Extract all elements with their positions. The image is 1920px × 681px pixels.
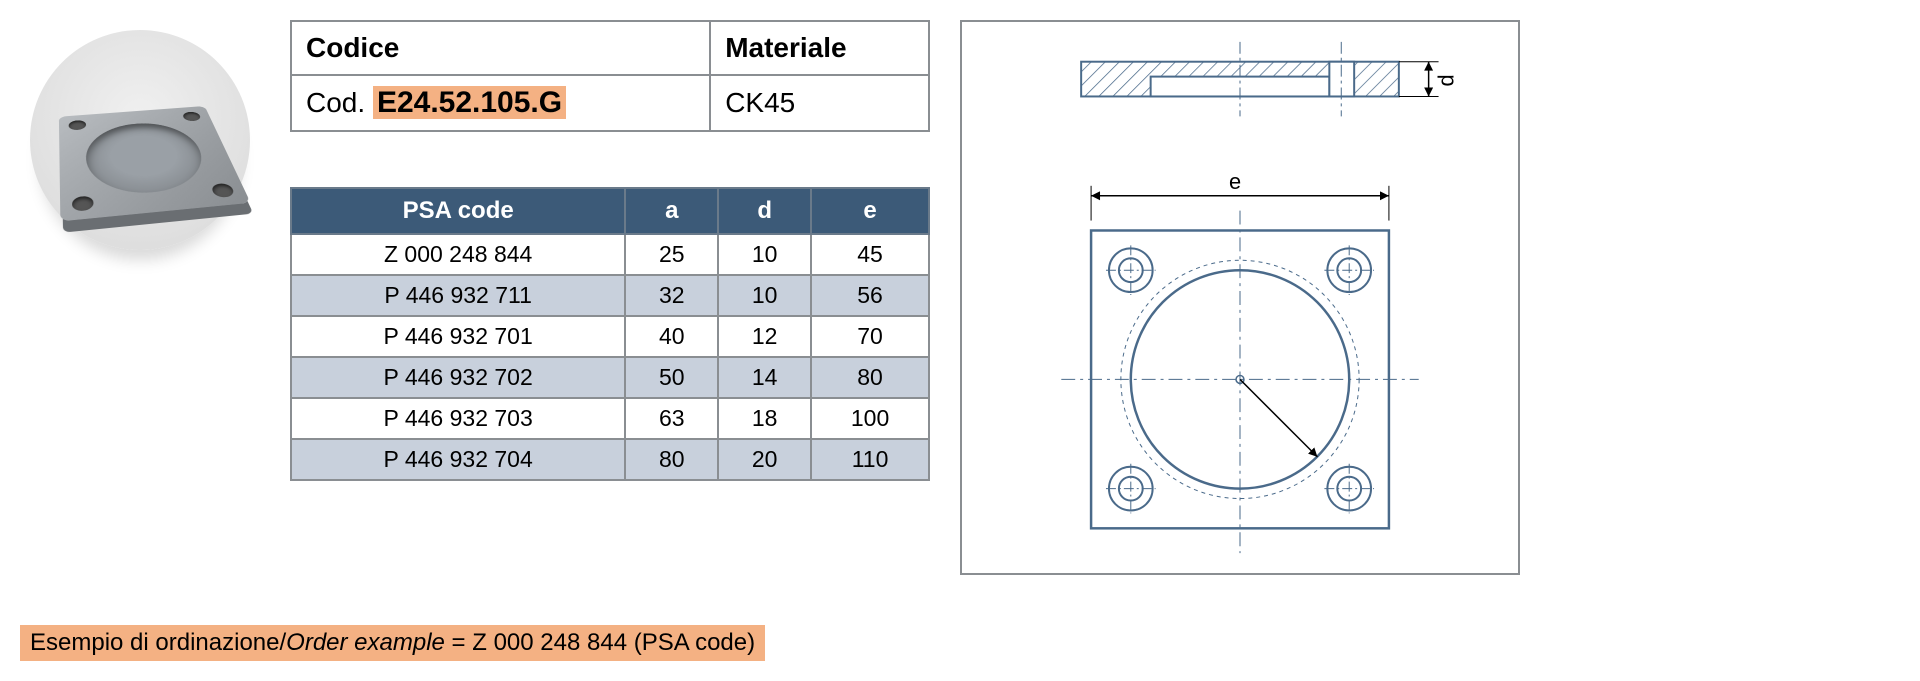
dim-label-d: d: [1433, 74, 1458, 86]
table-cell: 80: [811, 357, 929, 398]
table-cell: P 446 932 704: [291, 439, 625, 480]
code-cell: Cod. E24.52.105.G: [291, 75, 710, 131]
footer-it: Esempio di ordinazione/: [30, 629, 286, 656]
table-cell: 110: [811, 439, 929, 480]
table-cell: 100: [811, 398, 929, 439]
footer-en: Order example: [286, 629, 445, 656]
table-cell: 56: [811, 275, 929, 316]
code-material-table: Codice Materiale Cod. E24.52.105.G CK45: [290, 20, 930, 132]
col-d: d: [718, 188, 811, 234]
code-prefix: Cod.: [306, 87, 365, 118]
header-materiale: Materiale: [710, 21, 929, 75]
table-row: Z 000 248 844251045: [291, 234, 929, 275]
col-psa: PSA code: [291, 188, 625, 234]
table-cell: 10: [718, 234, 811, 275]
table-row: P 446 932 711321056: [291, 275, 929, 316]
dimensions-table: PSA code a d e Z 000 248 844251045P 446 …: [290, 187, 930, 481]
dim-label-e: e: [1229, 169, 1241, 194]
plan-view: [1061, 211, 1418, 554]
product-plate: [59, 106, 234, 182]
table-cell: 10: [718, 275, 811, 316]
table-cell: 18: [718, 398, 811, 439]
table-cell: Z 000 248 844: [291, 234, 625, 275]
table-cell: P 446 932 711: [291, 275, 625, 316]
table-row: P 446 932 701401270: [291, 316, 929, 357]
table-cell: 32: [625, 275, 718, 316]
table-cell: 63: [625, 398, 718, 439]
table-cell: P 446 932 703: [291, 398, 625, 439]
technical-drawing: d e: [960, 20, 1520, 575]
col-e: e: [811, 188, 929, 234]
table-cell: 80: [625, 439, 718, 480]
product-image-region: [20, 20, 260, 250]
table-cell: 25: [625, 234, 718, 275]
material-cell: CK45: [710, 75, 929, 131]
table-cell: 45: [811, 234, 929, 275]
table-cell: 40: [625, 316, 718, 357]
table-cell: 70: [811, 316, 929, 357]
table-row: P 446 932 7048020110: [291, 439, 929, 480]
table-cell: 20: [718, 439, 811, 480]
table-header-row: PSA code a d e: [291, 188, 929, 234]
table-cell: P 446 932 701: [291, 316, 625, 357]
footer-eq: = Z 000 248 844 (PSA code): [445, 629, 755, 656]
order-example-note: Esempio di ordinazione/Order example = Z…: [20, 625, 765, 661]
table-row: P 446 932 7036318100: [291, 398, 929, 439]
section-view: d: [1081, 42, 1458, 116]
table-cell: 50: [625, 357, 718, 398]
table-cell: 12: [718, 316, 811, 357]
col-a: a: [625, 188, 718, 234]
code-value: E24.52.105.G: [373, 86, 566, 119]
product-circle: [30, 30, 250, 250]
table-cell: P 446 932 702: [291, 357, 625, 398]
header-codice: Codice: [291, 21, 710, 75]
table-row: P 446 932 702501480: [291, 357, 929, 398]
table-cell: 14: [718, 357, 811, 398]
